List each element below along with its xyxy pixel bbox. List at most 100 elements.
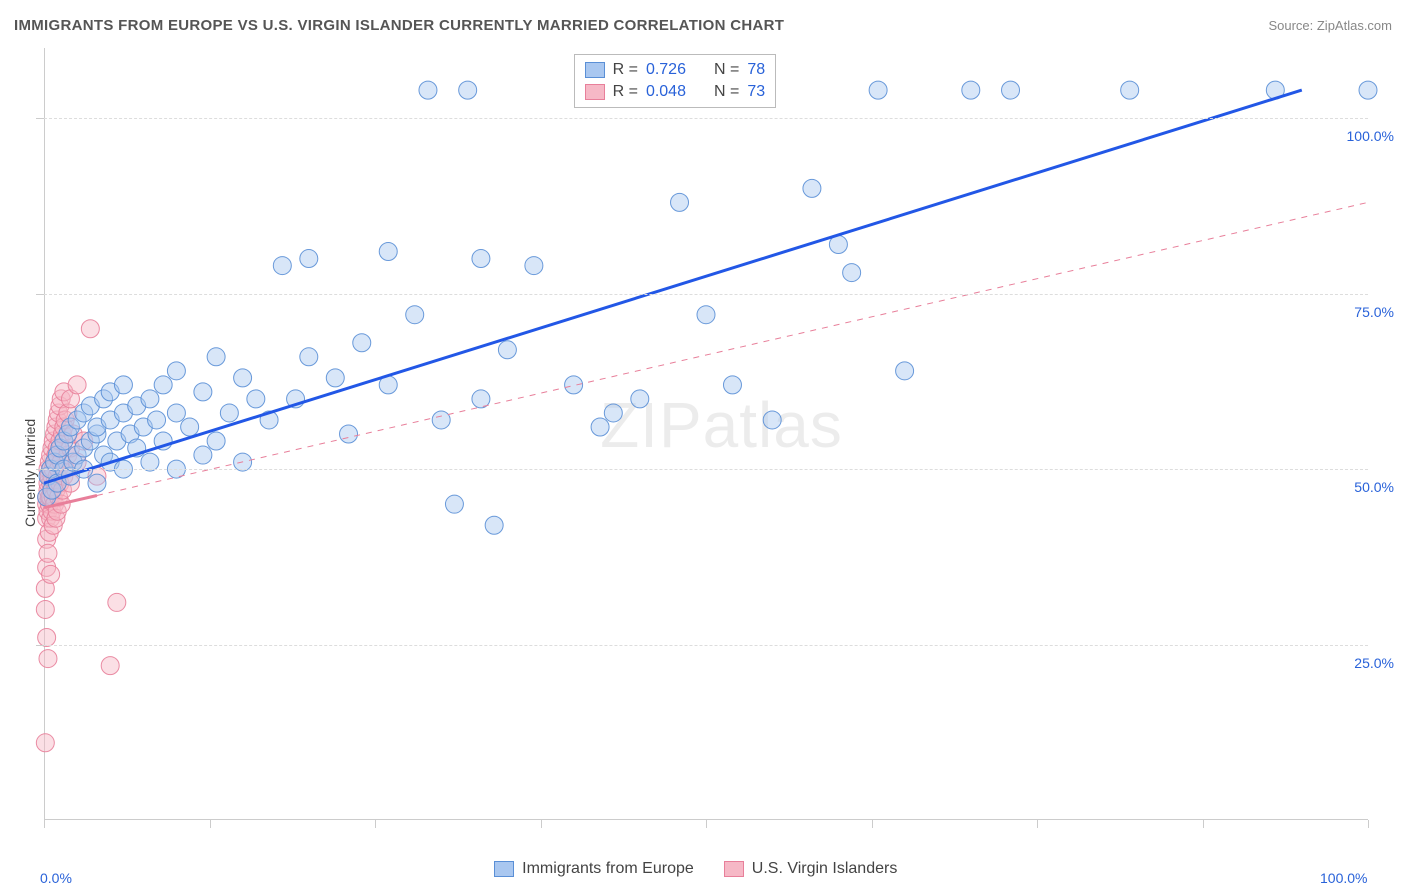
data-point bbox=[843, 264, 861, 282]
regression-line-dashed bbox=[97, 202, 1368, 495]
data-point bbox=[459, 81, 477, 99]
y-tick-label: 75.0% bbox=[1354, 304, 1394, 320]
tick-bottom bbox=[1203, 820, 1204, 828]
data-point bbox=[81, 320, 99, 338]
data-point bbox=[234, 369, 252, 387]
legend-n-value: 73 bbox=[747, 83, 765, 101]
tick-bottom bbox=[872, 820, 873, 828]
y-tick-label: 25.0% bbox=[1354, 655, 1394, 671]
data-point bbox=[36, 734, 54, 752]
data-point bbox=[1359, 81, 1377, 99]
tick-bottom bbox=[375, 820, 376, 828]
data-point bbox=[869, 81, 887, 99]
legend-item: Immigrants from Europe bbox=[494, 860, 694, 878]
data-point bbox=[485, 516, 503, 534]
x-tick-label: 0.0% bbox=[40, 870, 72, 886]
legend-row: R = 0.048 N = 73 bbox=[585, 81, 766, 103]
data-point bbox=[68, 376, 86, 394]
data-point bbox=[207, 432, 225, 450]
data-point bbox=[300, 250, 318, 268]
data-point bbox=[723, 376, 741, 394]
legend-label: Immigrants from Europe bbox=[522, 860, 694, 878]
legend-swatch bbox=[585, 84, 605, 100]
data-point bbox=[194, 383, 212, 401]
data-point bbox=[697, 306, 715, 324]
tick-left bbox=[36, 294, 44, 295]
data-point bbox=[273, 257, 291, 275]
legend-n-value: 78 bbox=[747, 61, 765, 79]
chart-svg bbox=[44, 48, 1368, 820]
data-point bbox=[1121, 81, 1139, 99]
chart-header: IMMIGRANTS FROM EUROPE VS U.S. VIRGIN IS… bbox=[0, 0, 1406, 40]
source-attribution: Source: ZipAtlas.com bbox=[1268, 18, 1392, 33]
legend-swatch bbox=[494, 861, 514, 877]
gridline-horizontal bbox=[44, 469, 1368, 470]
data-point bbox=[207, 348, 225, 366]
data-point bbox=[42, 565, 60, 583]
y-tick-label: 100.0% bbox=[1347, 128, 1394, 144]
legend-item: U.S. Virgin Islanders bbox=[724, 860, 898, 878]
data-point bbox=[803, 179, 821, 197]
data-point bbox=[472, 250, 490, 268]
plot-area: ZIPatlas R =0.726N =78R =0.048N =73 bbox=[44, 48, 1368, 820]
data-point bbox=[181, 418, 199, 436]
legend-series: Immigrants from Europe U.S. Virgin Island… bbox=[494, 860, 897, 878]
y-tick-label: 50.0% bbox=[1354, 479, 1394, 495]
legend-label: U.S. Virgin Islanders bbox=[752, 860, 898, 878]
tick-bottom bbox=[44, 820, 45, 828]
data-point bbox=[101, 657, 119, 675]
gridline-horizontal bbox=[44, 294, 1368, 295]
data-point bbox=[379, 243, 397, 261]
tick-bottom bbox=[541, 820, 542, 828]
data-point bbox=[432, 411, 450, 429]
tick-bottom bbox=[706, 820, 707, 828]
data-point bbox=[194, 446, 212, 464]
data-point bbox=[114, 376, 132, 394]
data-point bbox=[604, 404, 622, 422]
data-point bbox=[498, 341, 516, 359]
y-axis-label: Currently Married bbox=[22, 418, 38, 526]
data-point bbox=[353, 334, 371, 352]
data-point bbox=[108, 593, 126, 611]
tick-left bbox=[36, 118, 44, 119]
data-point bbox=[247, 390, 265, 408]
data-point bbox=[419, 81, 437, 99]
tick-bottom bbox=[1037, 820, 1038, 828]
legend-swatch bbox=[585, 62, 605, 78]
tick-left bbox=[36, 645, 44, 646]
legend-r-label: R = bbox=[613, 83, 638, 101]
data-point bbox=[167, 362, 185, 380]
source-link[interactable]: ZipAtlas.com bbox=[1317, 18, 1392, 33]
legend-n-label: N = bbox=[714, 83, 739, 101]
legend-r-value: 0.048 bbox=[646, 83, 686, 101]
data-point bbox=[340, 425, 358, 443]
data-point bbox=[39, 650, 57, 668]
legend-n-label: N = bbox=[714, 61, 739, 79]
data-point bbox=[525, 257, 543, 275]
data-point bbox=[88, 474, 106, 492]
data-point bbox=[445, 495, 463, 513]
data-point bbox=[167, 404, 185, 422]
data-point bbox=[591, 418, 609, 436]
source-prefix: Source: bbox=[1268, 18, 1316, 33]
data-point bbox=[300, 348, 318, 366]
x-tick-label: 100.0% bbox=[1320, 870, 1367, 886]
legend-r-label: R = bbox=[613, 61, 638, 79]
data-point bbox=[141, 390, 159, 408]
chart-title: IMMIGRANTS FROM EUROPE VS U.S. VIRGIN IS… bbox=[14, 17, 784, 34]
regression-line bbox=[44, 90, 1302, 483]
data-point bbox=[406, 306, 424, 324]
data-point bbox=[326, 369, 344, 387]
legend-correlation-box: R = 0.726 N = 78 R = 0.048 N = 73 bbox=[574, 54, 777, 108]
legend-r-value: 0.726 bbox=[646, 61, 686, 79]
gridline-horizontal bbox=[44, 118, 1368, 119]
gridline-horizontal bbox=[44, 645, 1368, 646]
data-point bbox=[1002, 81, 1020, 99]
data-point bbox=[763, 411, 781, 429]
tick-bottom bbox=[1368, 820, 1369, 828]
data-point bbox=[896, 362, 914, 380]
tick-bottom bbox=[210, 820, 211, 828]
data-point bbox=[154, 376, 172, 394]
legend-row: R = 0.726 N = 78 bbox=[585, 59, 766, 81]
data-point bbox=[36, 600, 54, 618]
